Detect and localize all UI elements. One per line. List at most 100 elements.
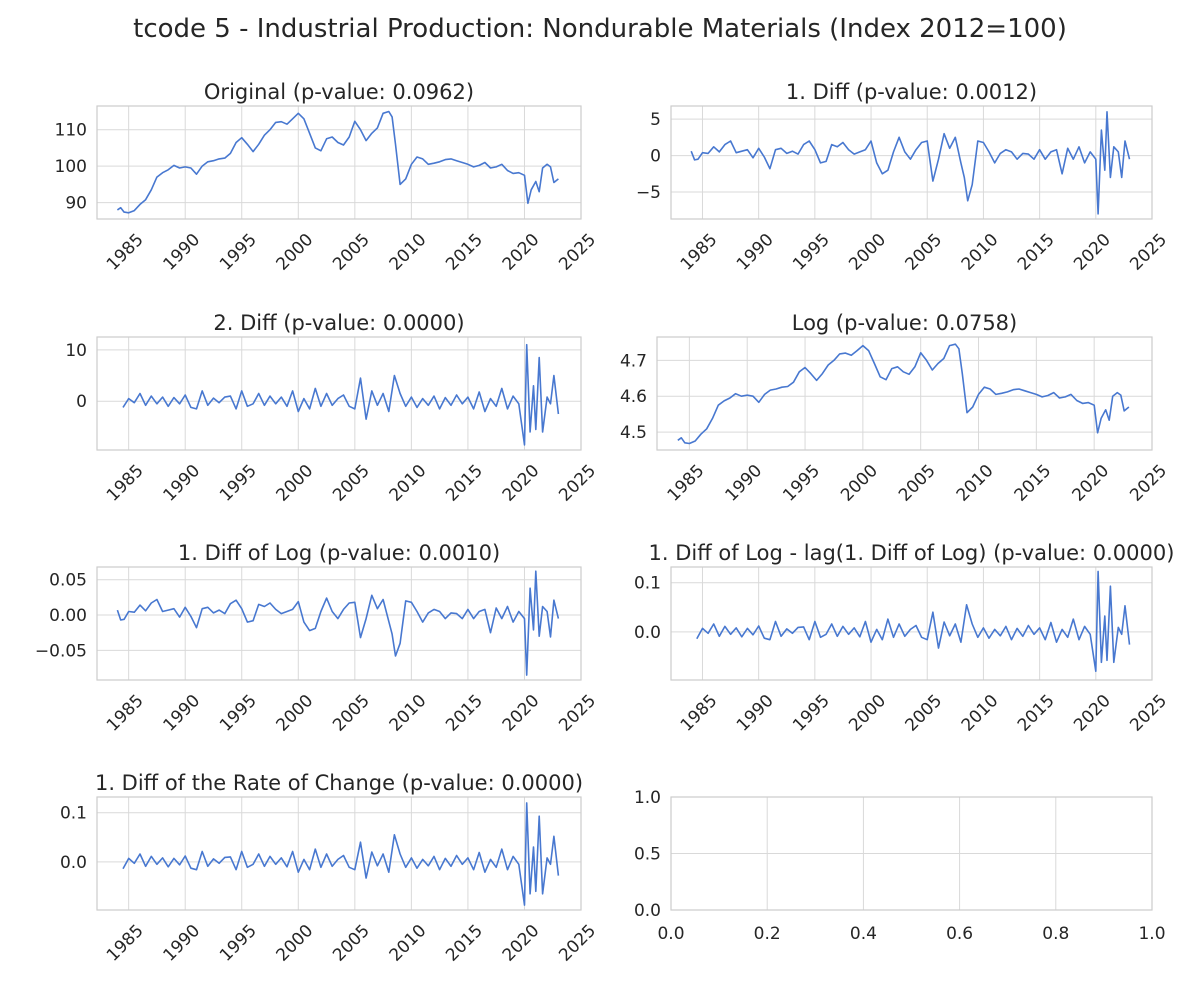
x-tick-label: 2025 [1126, 691, 1171, 736]
y-tick-label: 1.0 [634, 788, 661, 808]
y-tick-label: 4.6 [620, 387, 647, 407]
y-tick-label: 5 [650, 110, 661, 130]
x-tick-label: 2015 [442, 691, 487, 736]
axes-frame [96, 336, 582, 451]
x-tick-label: 1995 [216, 461, 261, 506]
x-tick-label: 2015 [442, 230, 487, 275]
subplot-1: 90 100 110 1985 1990 1995 2000 2005 2010 2015 2020… [55, 80, 600, 275]
x-tick-label: 1990 [721, 461, 766, 506]
axes-frame [670, 105, 1153, 220]
x-tick-label: 1990 [159, 921, 204, 966]
x-tick-label: 1985 [103, 691, 148, 736]
axes-frame [96, 796, 582, 911]
x-tick-label: 1995 [216, 230, 261, 275]
x-tick-label: 2010 [953, 461, 998, 506]
x-tick-label: 1990 [733, 691, 778, 736]
x-tick-label: 2020 [499, 461, 544, 506]
x-tick-label: 2000 [273, 230, 318, 275]
y-tick-label: 0.0 [634, 901, 661, 921]
y-tick-label: 110 [55, 121, 87, 141]
y-tick-label: 0.05 [49, 571, 87, 591]
x-tick-label: 2005 [902, 691, 947, 736]
x-tick-label: 2005 [329, 230, 374, 275]
subplot-3: 0 10 1985 1990 1995 2000 2005 2010 2015 2020 2025 2… [65, 311, 600, 506]
y-tick-label: 0.1 [634, 574, 661, 594]
subplot-title: Original (p-value: 0.0962) [204, 80, 474, 104]
x-tick-label: 2025 [555, 691, 600, 736]
series-line-1 [690, 111, 1131, 215]
x-tick-label: 2020 [499, 921, 544, 966]
y-tick-label: 0 [650, 147, 661, 167]
subplot-8: 0.0 0.5 1.0 0.0 0.2 0.4 0.6 0.8 1.0 [634, 788, 1166, 944]
subplot-7: 0.0 0.1 1985 1990 1995 2000 2005 2010 2015 2020 20… [60, 771, 600, 966]
x-tick-label: 2010 [386, 921, 431, 966]
series-line-1 [696, 570, 1131, 673]
x-tick-label: 2015 [442, 461, 487, 506]
y-tick-label: 4.5 [620, 423, 647, 443]
x-tick-label: 1985 [664, 461, 709, 506]
subplot-title: 1. Diff (p-value: 0.0012) [786, 80, 1037, 104]
y-tick-label: 0.1 [60, 804, 87, 824]
x-tick-label: 2005 [329, 461, 374, 506]
plot-area [97, 567, 581, 680]
subplot-title: Log (p-value: 0.0758) [792, 311, 1018, 335]
x-tick-label: 0.4 [850, 924, 877, 944]
subplot-2: −5 0 5 1985 1990 1995 2000 2005 2010 2015 2020 2025… [636, 80, 1171, 275]
axes-frame [670, 796, 1153, 911]
x-tick-label: 2025 [1126, 230, 1171, 275]
x-tick-label: 2005 [329, 691, 374, 736]
series-line-1 [116, 110, 559, 214]
x-tick-label: 1985 [103, 461, 148, 506]
x-tick-label: 2020 [1070, 230, 1115, 275]
x-tick-label: 2000 [845, 230, 890, 275]
x-tick-label: 1985 [677, 691, 722, 736]
series-line-1 [122, 802, 560, 906]
x-tick-label: 1985 [677, 230, 722, 275]
subplot-5: −0.05 0.00 0.05 1985 1990 1995 2000 2005 2010 201… [35, 541, 600, 736]
x-tick-label: 2010 [386, 230, 431, 275]
x-tick-label: 2010 [386, 461, 431, 506]
figure-title: tcode 5 - Industrial Production: Nondura… [133, 14, 1067, 44]
plot-area [671, 567, 1152, 680]
x-tick-label: 1985 [103, 921, 148, 966]
y-tick-label: 10 [65, 341, 87, 361]
x-tick-label: 2025 [555, 921, 600, 966]
x-tick-label: 2020 [499, 691, 544, 736]
axes-frame [96, 105, 582, 220]
y-tick-label: 0 [76, 392, 87, 412]
x-tick-label: 2000 [273, 921, 318, 966]
x-tick-label: 0.2 [754, 924, 781, 944]
series-line-1 [122, 343, 560, 446]
x-tick-label: 0.0 [657, 924, 684, 944]
subplot-title: 1. Diff of Log (p-value: 0.0010) [178, 541, 500, 565]
x-tick-label: 2005 [902, 230, 947, 275]
x-tick-label: 1.0 [1138, 924, 1165, 944]
x-tick-label: 2025 [555, 461, 600, 506]
x-tick-label: 1985 [103, 230, 148, 275]
x-tick-label: 2015 [1011, 461, 1056, 506]
series-line-1 [116, 570, 560, 676]
subplot-title: 1. Diff of the Rate of Change (p-value: … [95, 771, 583, 795]
x-tick-label: 2015 [1014, 230, 1059, 275]
y-tick-label: −5 [636, 183, 661, 203]
subplot-title: 2. Diff (p-value: 0.0000) [213, 311, 464, 335]
y-tick-label: −0.05 [35, 641, 87, 661]
x-tick-label: 1995 [216, 691, 261, 736]
x-tick-label: 1995 [216, 921, 261, 966]
y-tick-label: 0.00 [49, 606, 87, 626]
axes-frame [656, 336, 1153, 451]
y-tick-label: 0.5 [634, 845, 661, 865]
x-tick-label: 2010 [958, 230, 1003, 275]
x-tick-label: 1995 [779, 461, 824, 506]
plot-area [97, 797, 581, 910]
axes-frame [96, 566, 582, 681]
subplot-title: 1. Diff of Log - lag(1. Diff of Log) (p-… [649, 541, 1175, 565]
x-tick-label: 1995 [789, 230, 834, 275]
x-tick-label: 2015 [1014, 691, 1059, 736]
y-tick-label: 0.0 [60, 853, 87, 873]
x-tick-label: 1990 [159, 230, 204, 275]
x-tick-label: 2000 [273, 691, 318, 736]
y-tick-label: 0.0 [634, 623, 661, 643]
y-tick-label: 100 [55, 157, 87, 177]
